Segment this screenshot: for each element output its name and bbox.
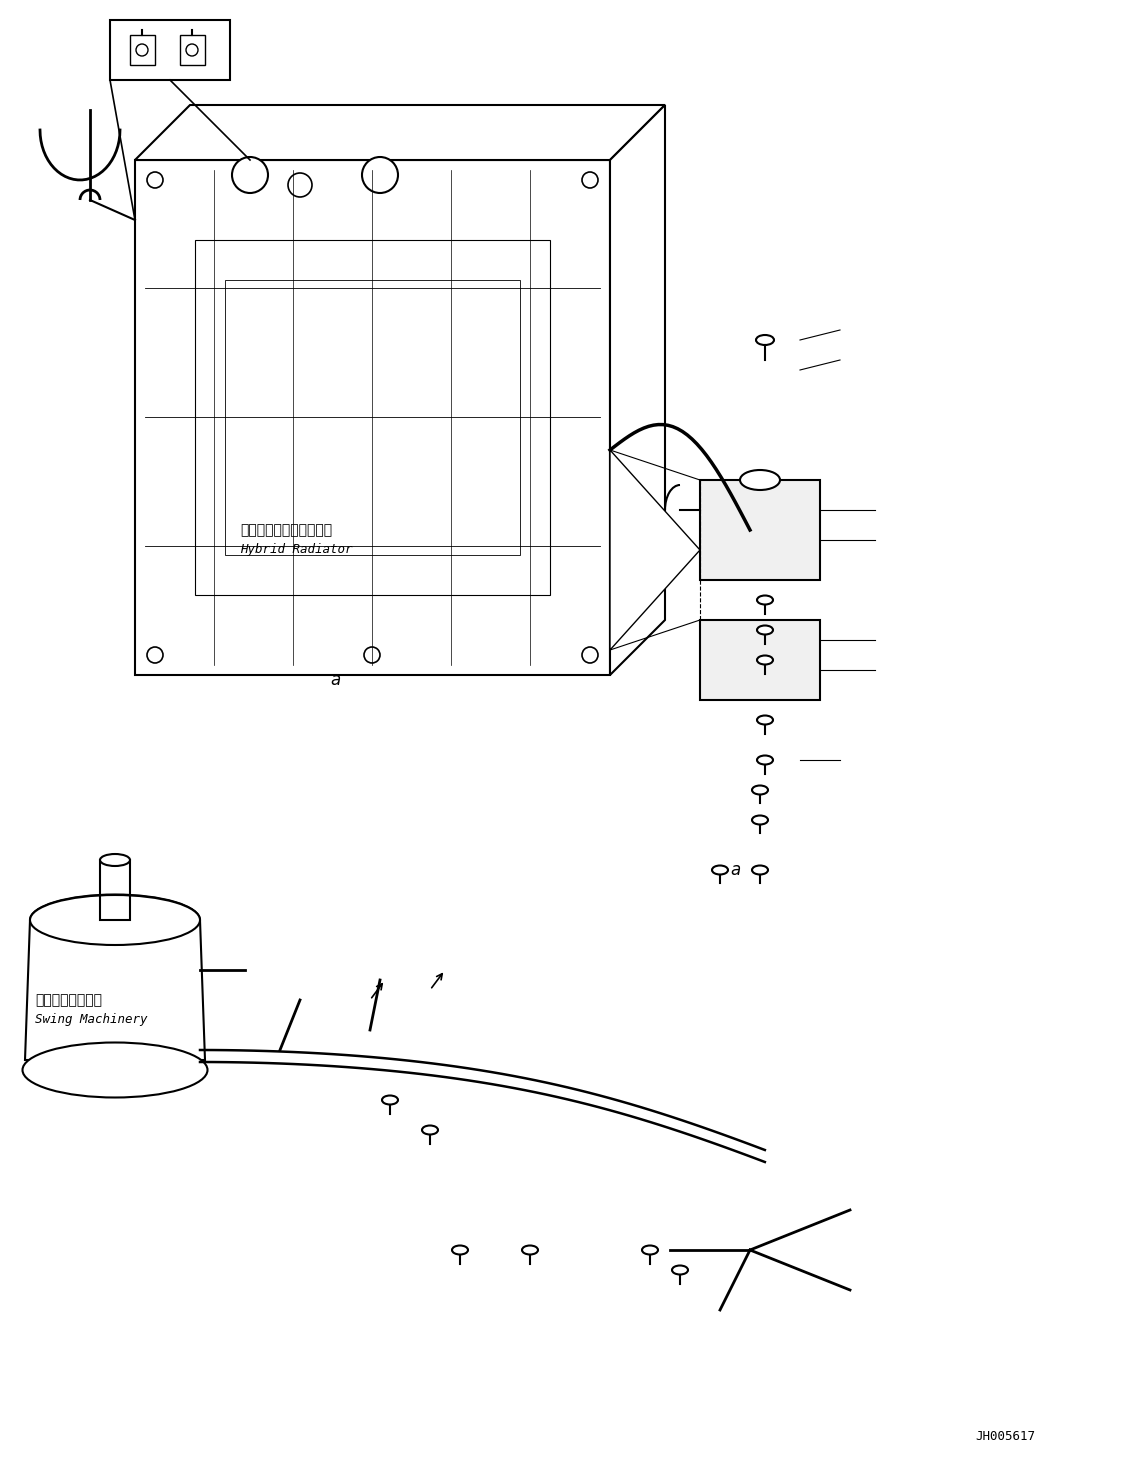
Circle shape	[147, 172, 163, 189]
Ellipse shape	[382, 1096, 398, 1105]
Circle shape	[73, 1083, 81, 1090]
Ellipse shape	[672, 1265, 688, 1274]
Circle shape	[362, 158, 398, 193]
Circle shape	[147, 647, 163, 663]
Bar	[99, 860, 130, 921]
Circle shape	[149, 1030, 157, 1038]
Ellipse shape	[757, 756, 773, 764]
Ellipse shape	[45, 957, 195, 1003]
Bar	[700, 480, 820, 580]
Circle shape	[73, 1030, 81, 1038]
Circle shape	[176, 1071, 184, 1080]
Circle shape	[46, 1041, 54, 1049]
Circle shape	[186, 44, 198, 56]
Ellipse shape	[30, 894, 200, 946]
Ellipse shape	[40, 916, 200, 963]
Polygon shape	[25, 921, 205, 1061]
Ellipse shape	[23, 1043, 208, 1097]
Ellipse shape	[30, 896, 200, 946]
Circle shape	[582, 647, 598, 663]
Ellipse shape	[756, 334, 774, 345]
Ellipse shape	[757, 655, 773, 664]
Polygon shape	[610, 449, 700, 650]
Circle shape	[232, 158, 267, 193]
Ellipse shape	[740, 470, 780, 491]
Circle shape	[582, 172, 598, 189]
Circle shape	[288, 172, 312, 197]
Circle shape	[111, 1027, 119, 1034]
Polygon shape	[110, 21, 230, 80]
Bar	[179, 35, 205, 65]
Ellipse shape	[757, 716, 773, 725]
Circle shape	[136, 44, 147, 56]
Circle shape	[176, 1041, 184, 1049]
Circle shape	[363, 172, 379, 189]
Ellipse shape	[757, 626, 773, 635]
Text: a: a	[330, 672, 341, 689]
Ellipse shape	[757, 595, 773, 604]
Ellipse shape	[642, 1246, 658, 1255]
Bar	[135, 161, 610, 675]
Circle shape	[111, 1086, 119, 1094]
Text: Hybrid Radiator: Hybrid Radiator	[240, 544, 352, 557]
Circle shape	[363, 647, 379, 663]
Ellipse shape	[752, 816, 768, 825]
Ellipse shape	[712, 866, 728, 875]
Text: JH005617: JH005617	[975, 1429, 1036, 1442]
Text: スイングマシナリ: スイングマシナリ	[35, 993, 102, 1008]
Bar	[700, 620, 820, 700]
Circle shape	[46, 1071, 54, 1080]
Circle shape	[149, 1083, 157, 1090]
Bar	[195, 240, 550, 595]
Polygon shape	[610, 105, 665, 675]
Text: ハイブリッドラジエータ: ハイブリッドラジエータ	[240, 523, 333, 538]
Circle shape	[186, 1056, 194, 1064]
Circle shape	[35, 1056, 43, 1064]
Ellipse shape	[752, 866, 768, 875]
Ellipse shape	[752, 785, 768, 794]
Ellipse shape	[50, 999, 190, 1041]
Bar	[225, 280, 520, 555]
Text: a: a	[730, 862, 741, 879]
Bar	[130, 35, 155, 65]
Ellipse shape	[422, 1125, 438, 1134]
Ellipse shape	[522, 1246, 538, 1255]
Ellipse shape	[30, 1034, 200, 1086]
Ellipse shape	[99, 854, 130, 866]
Text: Swing Machinery: Swing Machinery	[35, 1013, 147, 1027]
Ellipse shape	[451, 1246, 467, 1255]
Polygon shape	[135, 105, 665, 161]
